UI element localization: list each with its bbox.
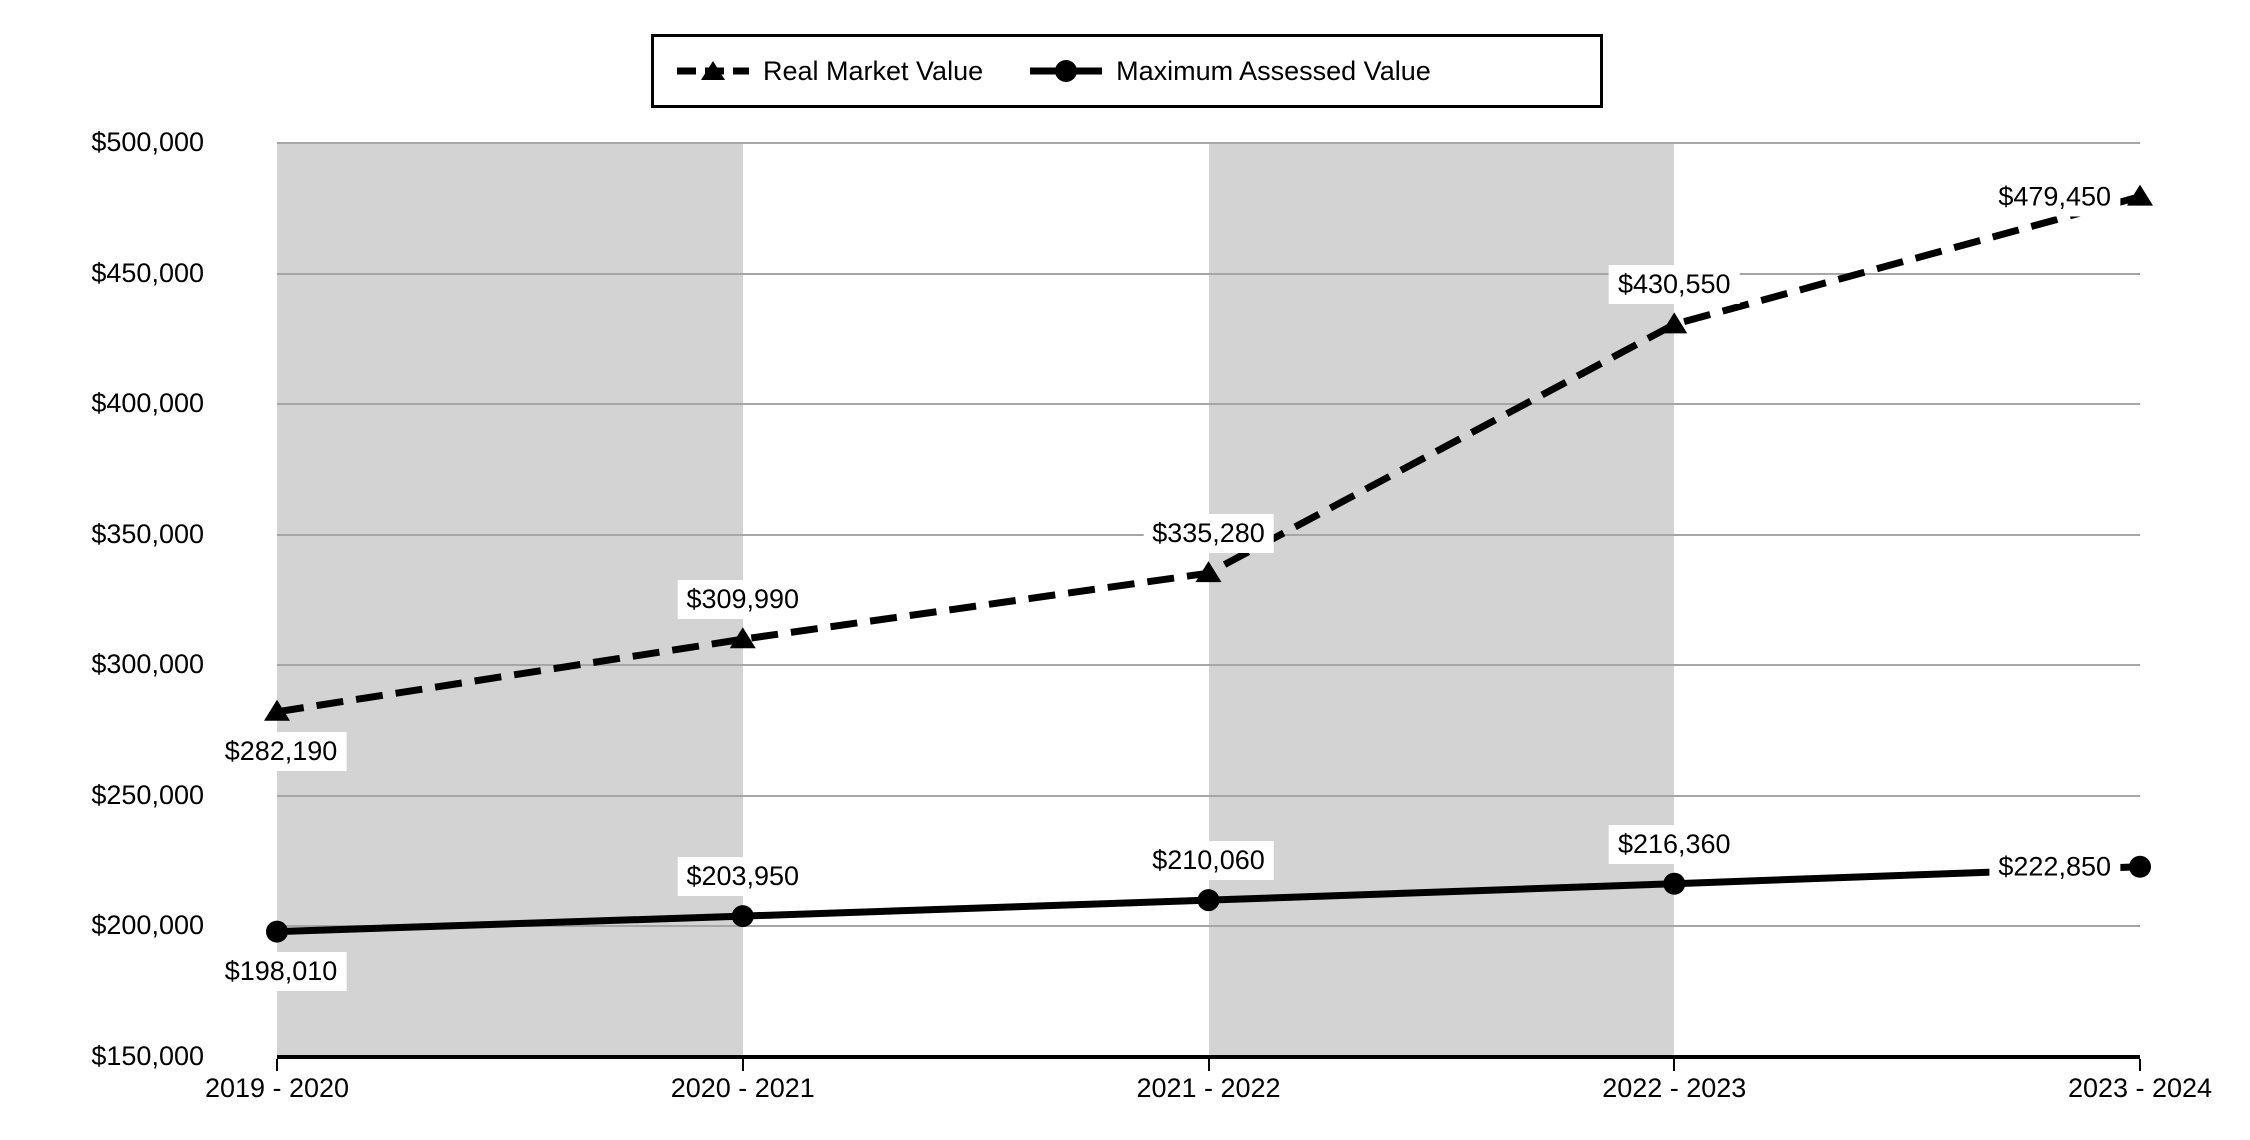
x-axis-category-label: 2023 - 2024	[2067, 1073, 2213, 1103]
circle-marker	[731, 905, 754, 928]
x-axis-tick	[276, 1059, 278, 1071]
dashed-line-triangle-marker-icon	[677, 61, 749, 80]
data-label: $335,280	[1143, 514, 1274, 554]
circle-marker	[266, 920, 288, 943]
solid-line-circle-marker-icon	[1030, 60, 1103, 82]
data-label: $282,190	[215, 731, 347, 771]
legend-item-maximum-assessed-value: Maximum Assessed Value	[1029, 56, 1431, 87]
y-axis-tick-label: $300,000	[91, 649, 204, 680]
triangle-marker	[264, 699, 290, 721]
data-label: $430,550	[1608, 265, 1740, 305]
y-gridline	[277, 272, 2140, 275]
y-gridline	[277, 142, 2140, 144]
x-axis-line	[277, 1055, 2140, 1059]
circle-marker	[2129, 855, 2151, 878]
circle-marker	[1197, 889, 1220, 912]
x-axis-category-label: 2022 - 2023	[1602, 1073, 1747, 1103]
data-label: $222,850	[1989, 847, 2120, 887]
legend-label: Real Market Value	[763, 55, 984, 86]
x-axis-tick	[1673, 1059, 1676, 1071]
y-axis-tick-label: $400,000	[91, 388, 204, 419]
x-axis-category-label: 2021 - 2022	[1136, 1073, 1281, 1103]
x-axis-category-label: 2019 - 2020	[204, 1073, 350, 1103]
y-axis-tick-label: $450,000	[91, 257, 204, 288]
triangle-marker	[1661, 312, 1688, 334]
x-axis-tick	[1207, 1059, 1210, 1071]
legend-item-real-market-value: Real Market Value	[676, 56, 983, 87]
y-gridline	[277, 925, 2140, 928]
chart-legend: Real Market Value Maximum Assessed Value	[651, 34, 1603, 108]
y-axis-tick-label: $200,000	[91, 910, 204, 941]
legend-label: Maximum Assessed Value	[1116, 55, 1431, 86]
data-label: $479,450	[1989, 177, 2120, 217]
data-label: $216,360	[1608, 824, 1740, 864]
x-axis-category-label: 2020 - 2021	[670, 1073, 815, 1103]
y-axis-tick-label: $350,000	[91, 518, 204, 549]
y-axis-tick-label: $250,000	[91, 779, 204, 810]
data-label: $210,060	[1143, 841, 1274, 881]
data-label: $198,010	[215, 951, 347, 991]
data-label: $309,990	[677, 580, 809, 620]
shaded-band	[277, 143, 743, 1057]
series-line-real-market-value	[276, 193, 2141, 716]
triangle-marker	[2127, 184, 2153, 206]
shaded-band	[1208, 143, 1675, 1057]
y-gridline	[277, 794, 2140, 797]
y-axis-tick-label: $500,000	[91, 127, 204, 157]
y-gridline	[277, 664, 2140, 667]
triangle-marker	[729, 627, 756, 649]
x-axis-tick	[741, 1059, 744, 1071]
triangle-marker	[1195, 561, 1222, 583]
circle-marker	[1663, 872, 1686, 895]
x-axis-tick	[2139, 1059, 2141, 1071]
y-gridline	[277, 403, 2140, 406]
y-axis-tick-label: $150,000	[91, 1041, 204, 1071]
data-label: $203,950	[677, 857, 809, 897]
